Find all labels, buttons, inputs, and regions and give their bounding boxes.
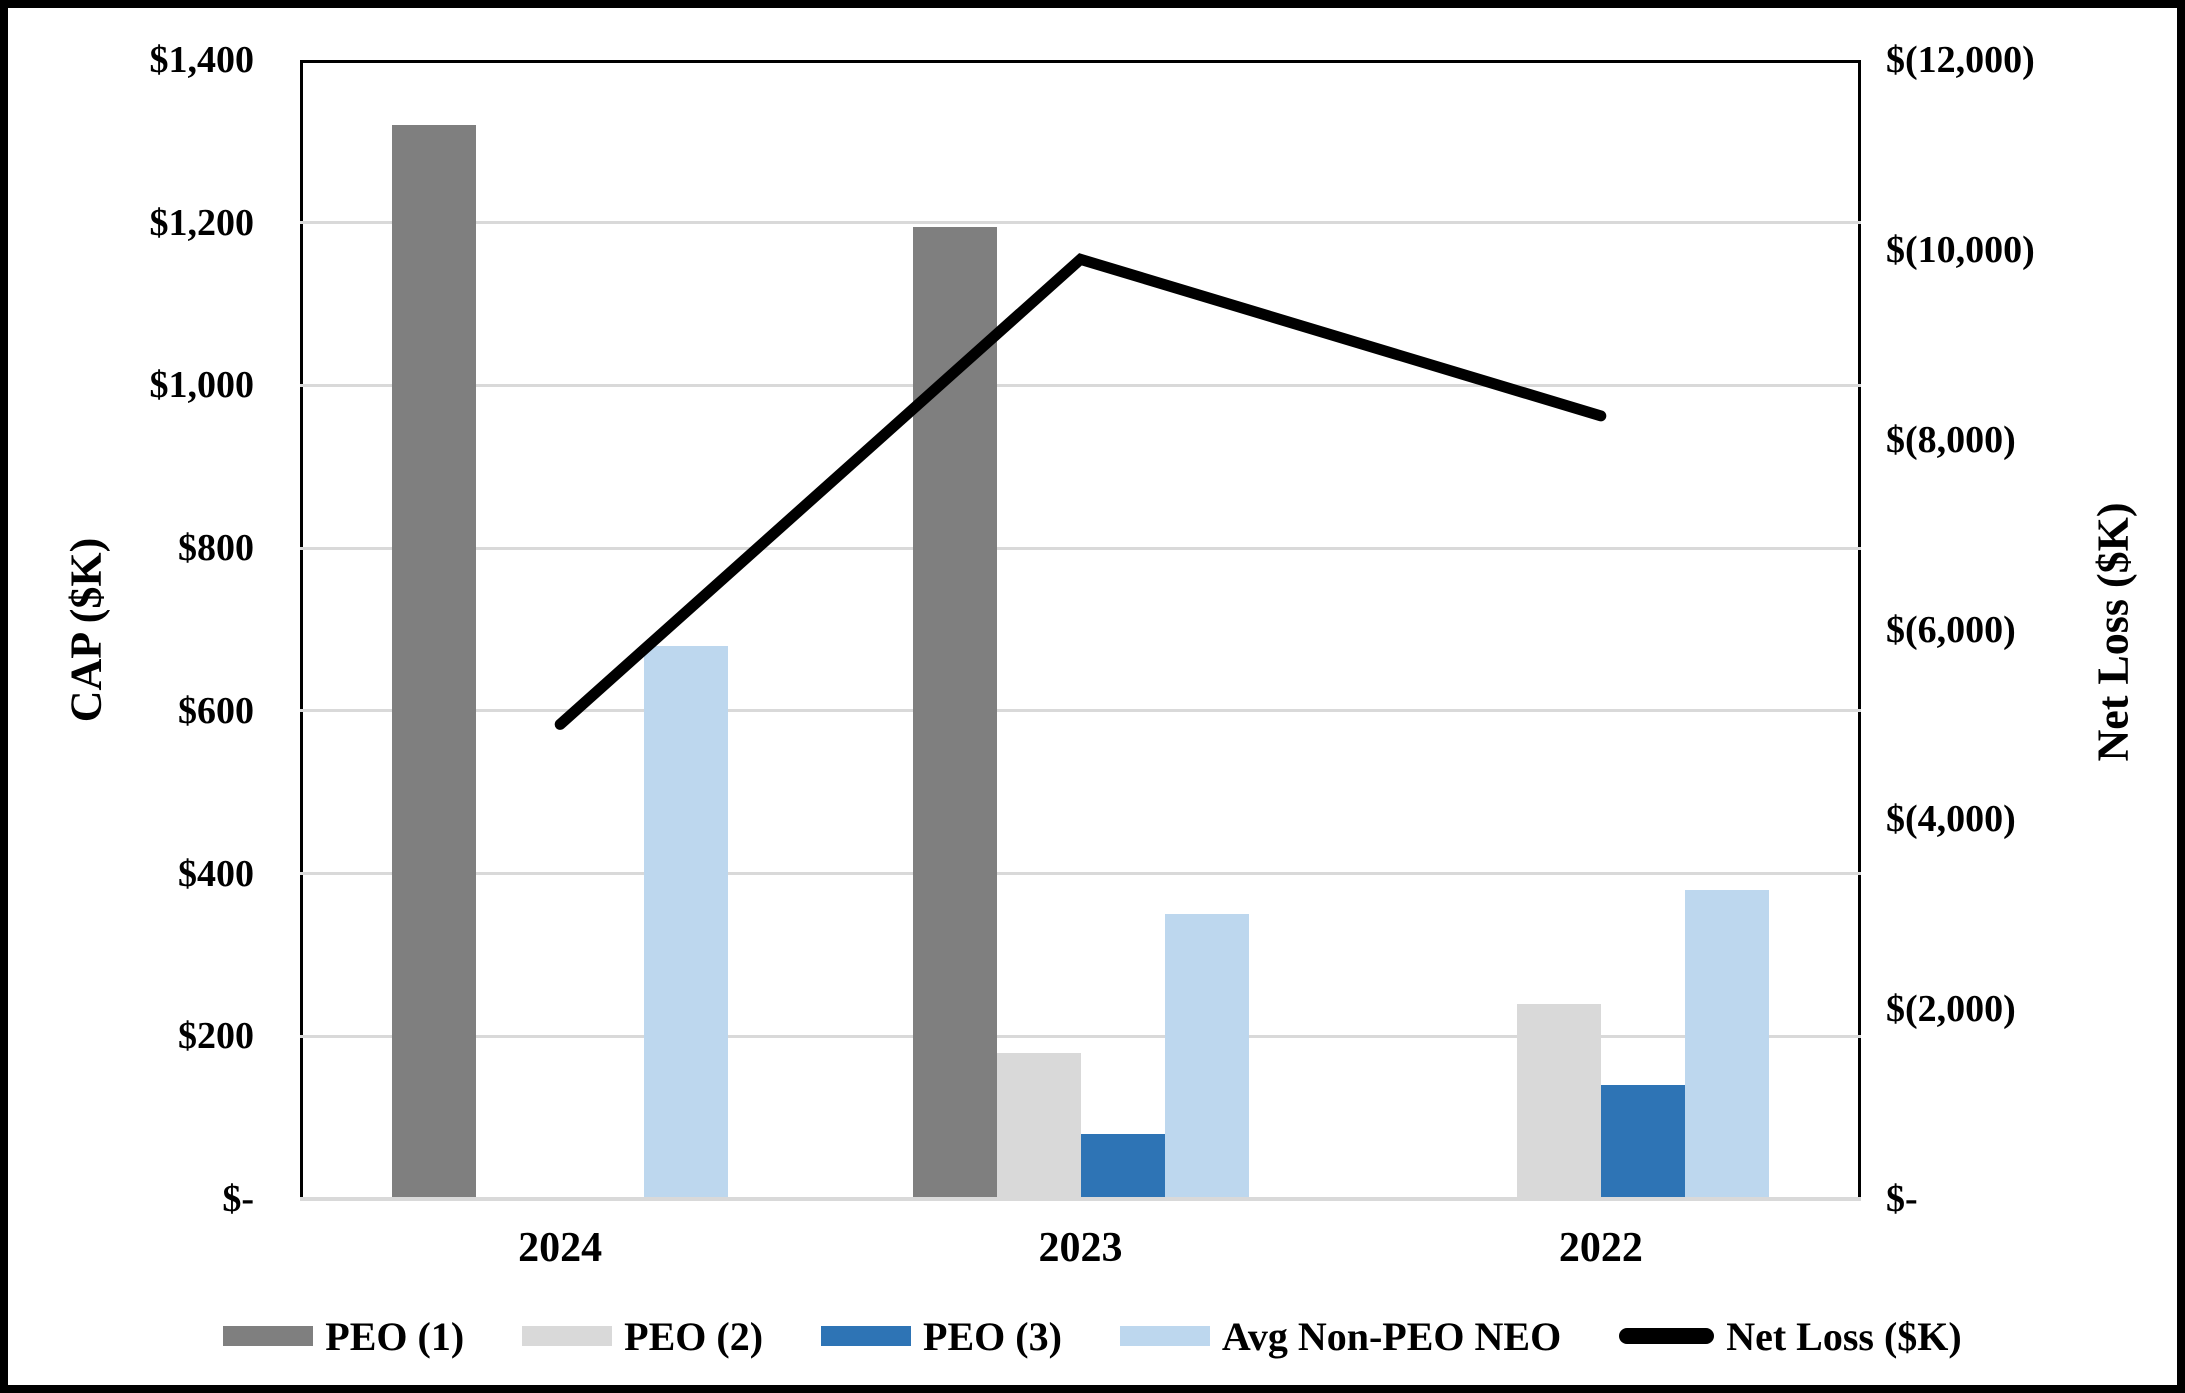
bar-avg-non-peo-neo-2022 [1684,889,1769,1199]
bar-peo-1--2023 [912,226,997,1199]
legend-color-swatch [1119,1326,1210,1346]
legend-label: PEO (1) [325,1313,465,1359]
bar-peo-2--2022 [1516,1003,1601,1199]
legend-line-swatch [1619,1328,1715,1344]
left-axis-tick-label: $1,200 [149,201,255,244]
right-axis-tick-label: $(6,000) [1886,608,2016,651]
left-axis-title: CAP ($K) [61,537,111,723]
left-axis-tick-label: $400 [178,852,254,895]
right-axis-tick-label: $(2,000) [1886,988,2016,1031]
left-axis-tick-label: $200 [178,1015,254,1058]
legend: PEO (1) PEO (2) PEO (3) Avg Non-PEO NEO Net … [8,1308,2177,1364]
legend-label: Net Loss ($K) [1726,1313,1962,1359]
legend-item-peo-2-: PEO (2) [522,1313,763,1360]
x-axis-line [300,1197,1861,1201]
x-axis-label-2024: 2024 [518,1225,603,1271]
legend-label: PEO (3) [923,1313,1062,1359]
legend-item-avg-non-peo-neo: Avg Non-PEO NEO [1119,1313,1562,1360]
right-axis-tick-label: $(4,000) [1886,798,2016,841]
bar-peo-3--2022 [1600,1085,1685,1199]
legend-label: PEO (2) [624,1313,764,1359]
right-axis-tick-label: $(12,000) [1886,39,2035,81]
legend-color-swatch [821,1326,912,1346]
legend-item-net-loss-k-: Net Loss ($K) [1619,1313,1962,1360]
right-axis-tick-label: $- [1886,1178,1918,1220]
left-axis-tick-label: $600 [178,689,254,732]
gridline [300,1034,1861,1038]
legend-item-peo-1-: PEO (1) [223,1313,464,1360]
bar-peo-1--2024 [392,125,477,1199]
bar-peo-3--2023 [1080,1133,1165,1199]
gridline [300,383,1861,387]
x-axis-label-2023: 2023 [1038,1225,1123,1271]
legend-color-swatch [522,1326,613,1346]
x-axis-label-2022: 2022 [1558,1225,1643,1271]
gridline [300,221,1861,225]
right-axis-title: Net Loss ($K) [2088,502,2138,762]
gridline [300,546,1861,550]
left-axis-tick-label: $800 [178,527,254,570]
bar-avg-non-peo-neo-2023 [1164,914,1249,1199]
gridline [300,709,1861,713]
left-axis-tick-label: $1,000 [149,364,255,407]
right-axis-tick-label: $(8,000) [1886,418,2016,461]
plot-area [300,60,1861,1199]
left-axis-tick-label: $1,400 [149,39,255,81]
gridline [300,872,1861,876]
legend-item-peo-3-: PEO (3) [821,1313,1062,1360]
bar-avg-non-peo-neo-2024 [644,645,729,1199]
left-axis-tick-label: $- [222,1178,254,1220]
legend-color-swatch [223,1326,314,1346]
right-axis-tick-label: $(10,000) [1886,228,2035,271]
bar-peo-2--2023 [996,1052,1081,1199]
legend-label: Avg Non-PEO NEO [1221,1313,1562,1359]
